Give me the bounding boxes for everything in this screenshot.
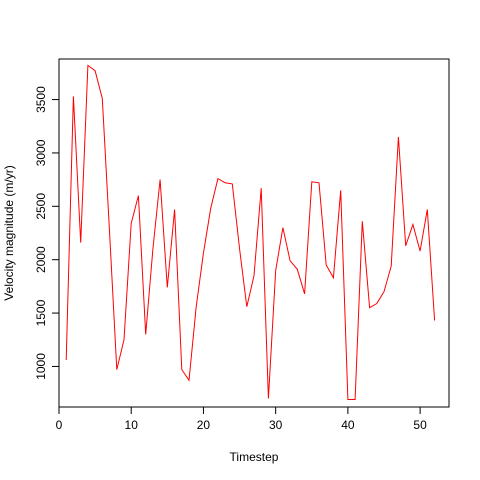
y-tick-label: 1000	[34, 353, 48, 380]
x-tick-label: 20	[197, 418, 211, 432]
x-tick-label: 10	[125, 418, 139, 432]
y-tick-label: 3500	[34, 86, 48, 113]
x-axis: 0 10 20 30 40 50	[56, 407, 427, 432]
x-tick-label: 50	[413, 418, 427, 432]
y-axis: 1000 1500 2000 2500 3000 3500	[34, 86, 59, 380]
plot-frame	[58, 58, 450, 408]
x-axis-title: Timestep	[230, 450, 279, 464]
y-tick-label: 2500	[34, 193, 48, 220]
x-tick-label: 0	[56, 418, 63, 432]
x-tick-label: 30	[269, 418, 283, 432]
y-tick-label: 2000	[34, 246, 48, 273]
y-axis-title: Velocity magnitude (m/yr)	[2, 165, 16, 300]
series-line	[65, 64, 436, 400]
y-tick-label: 1500	[34, 299, 48, 326]
x-tick-label: 40	[341, 418, 355, 432]
y-tick-label: 3000	[34, 139, 48, 166]
series-layer	[65, 64, 436, 400]
